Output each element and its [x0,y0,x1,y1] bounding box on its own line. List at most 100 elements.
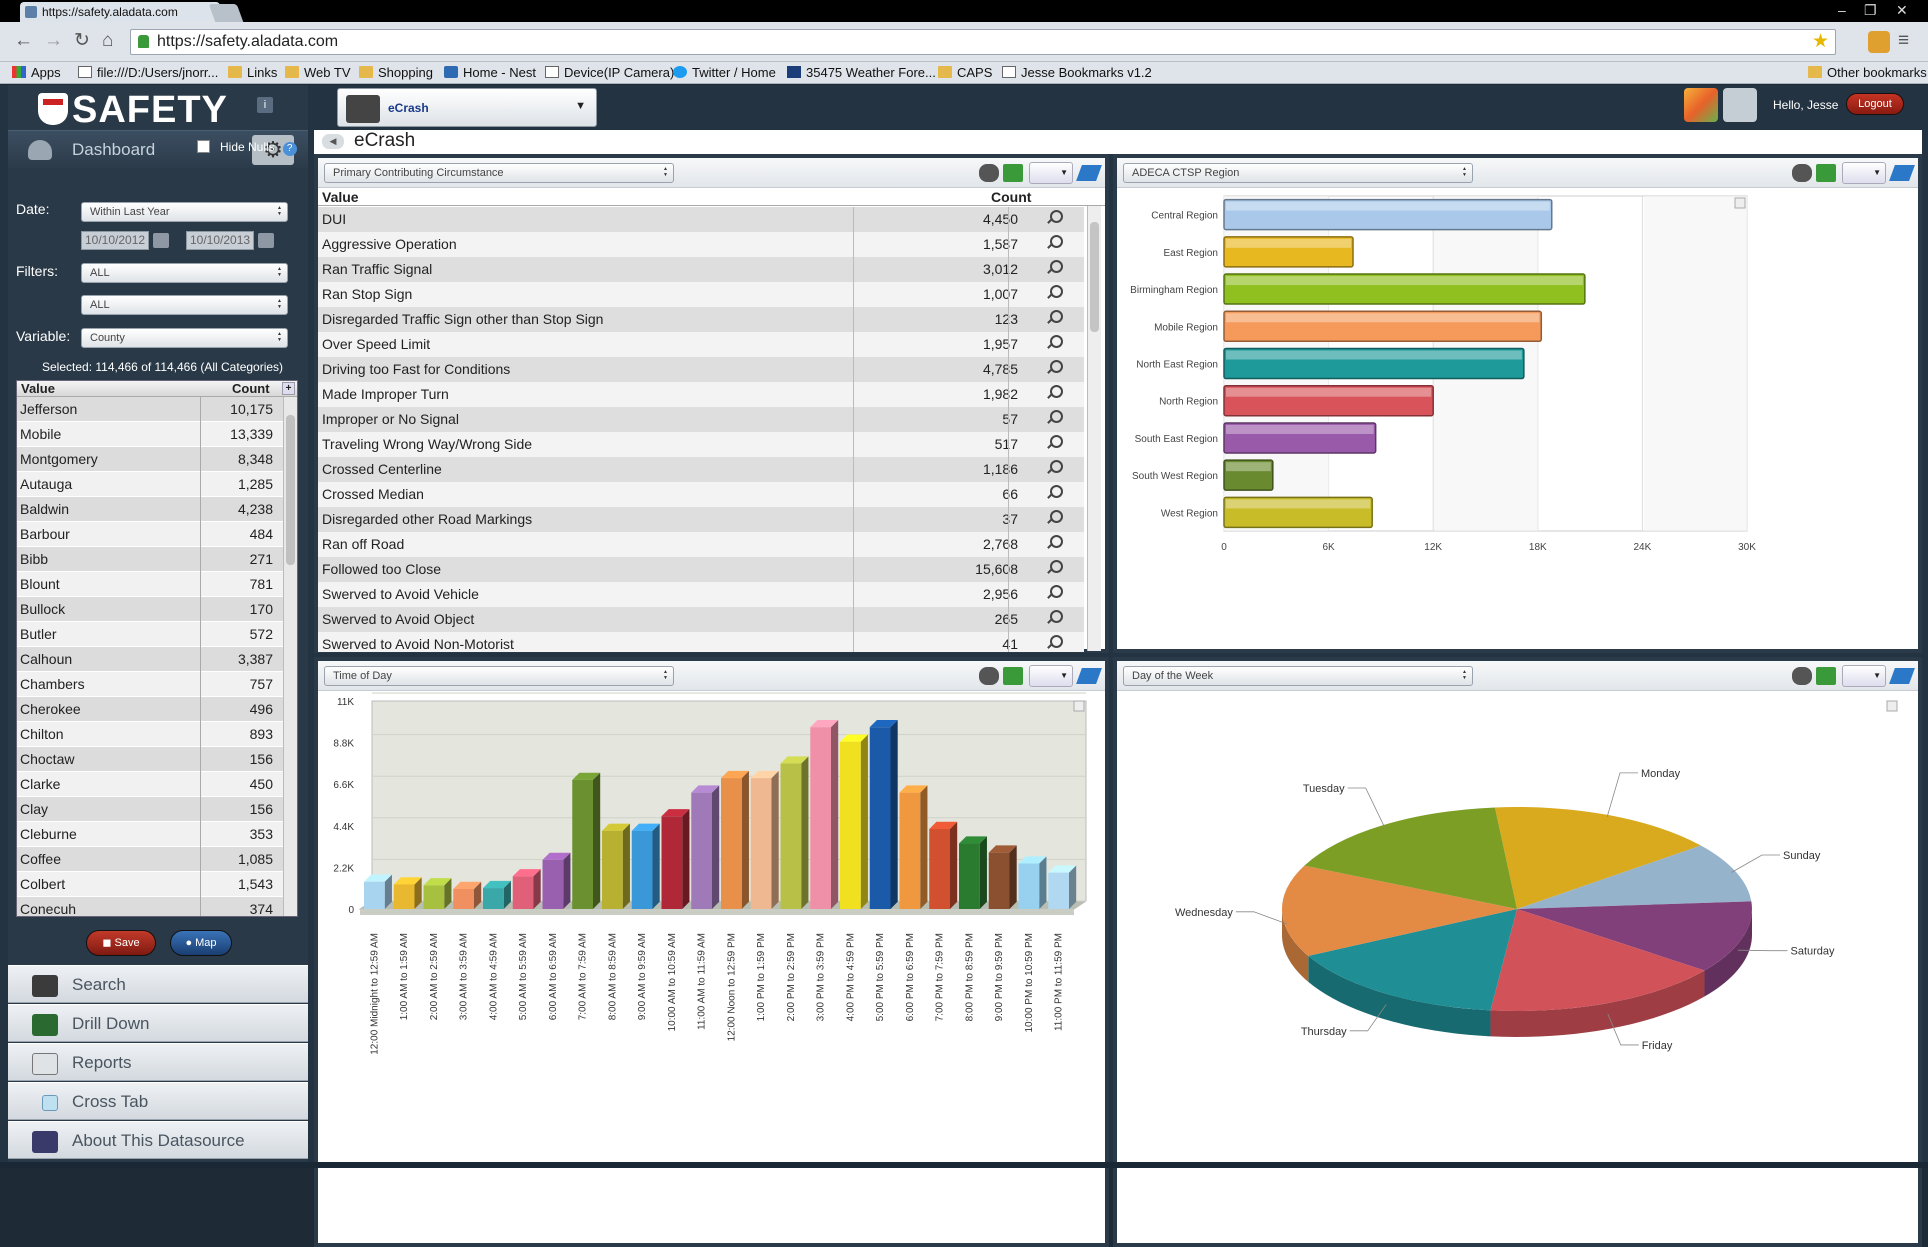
magnifier-icon[interactable] [1046,610,1063,626]
table-row[interactable]: Barbour 484 [17,522,297,547]
nav-reports[interactable]: Reports [8,1043,308,1081]
nav-search[interactable]: Search [8,965,308,1003]
table-row[interactable]: Bibb 271 [17,547,297,572]
chart-type-select[interactable] [1842,665,1886,687]
bookmark-shopping[interactable]: Shopping [359,65,433,80]
save-button[interactable]: ◼ Save [86,930,156,956]
table-row[interactable]: Followed too Close 15,608 [318,557,1084,582]
back-icon[interactable]: ← [14,30,33,51]
bookmark-webtv[interactable]: Web TV [285,65,350,80]
gear-icon[interactable]: ⚙ [252,135,294,165]
table-row[interactable]: Conecuh 374 [17,897,297,916]
table-row[interactable]: Chambers 757 [17,672,297,697]
table-row[interactable]: Crossed Median 66 [318,482,1084,507]
bookmark-camera[interactable]: Device(IP Camera) [545,65,674,80]
table-row[interactable]: Choctaw 156 [17,747,297,772]
table-row[interactable]: Cherokee 496 [17,697,297,722]
info-icon[interactable]: i [257,97,273,113]
pin-icon[interactable] [1889,668,1915,684]
filter-select-2[interactable]: ALL [81,295,288,315]
table-row[interactable]: Swerved to Avoid Vehicle 2,956 [318,582,1084,607]
table-row[interactable]: Made Improper Turn 1,982 [318,382,1084,407]
table-row[interactable]: Over Speed Limit 1,957 [318,332,1084,357]
magnifier-icon[interactable] [1046,585,1063,601]
chart-type-select[interactable] [1029,665,1073,687]
table-row[interactable]: Colbert 1,543 [17,872,297,897]
table-row[interactable]: Crossed Centerline 1,186 [318,457,1084,482]
pin-icon[interactable] [1076,668,1102,684]
variable-select[interactable]: County [81,328,288,348]
map-button[interactable]: ● Map [170,930,232,956]
nav-drill-down[interactable]: Drill Down [8,1004,308,1042]
binoculars-icon[interactable] [1792,667,1812,685]
binoculars-icon[interactable] [1792,164,1812,182]
table-row[interactable]: Ran off Road 2,768 [318,532,1084,557]
magnifier-icon[interactable] [1046,260,1063,276]
restore-icon[interactable]: ❐ [1864,2,1877,18]
minimize-icon[interactable]: – [1838,2,1846,18]
county-table-scrollbar[interactable] [283,397,297,916]
pin-icon[interactable] [1889,165,1915,181]
binoculars-icon[interactable] [979,164,999,182]
magnifier-icon[interactable] [1046,460,1063,476]
calendar-icon[interactable] [258,233,274,248]
date-to-input[interactable]: 10/10/2013 [186,231,254,250]
user-app-icon[interactable] [1684,88,1718,122]
bookmark-star-icon[interactable]: ★ [1811,31,1829,52]
circumstance-table-scrollbar[interactable] [1087,206,1101,651]
table-row[interactable]: Clay 156 [17,797,297,822]
excel-icon[interactable] [1816,667,1836,685]
region-select[interactable]: ADECA CTSP Region [1123,163,1473,183]
extension-icon[interactable] [1868,31,1890,53]
circumstance-select[interactable]: Primary Contributing Circumstance [324,163,674,183]
day-select[interactable]: Day of the Week [1123,666,1473,686]
excel-icon[interactable] [1816,164,1836,182]
nav-cross-tab[interactable]: Cross Tab [8,1082,308,1120]
magnifier-icon[interactable] [1046,385,1063,401]
table-row[interactable]: Disregarded Traffic Sign other than Stop… [318,307,1084,332]
magnifier-icon[interactable] [1046,210,1063,226]
reload-icon[interactable]: ↻ [74,30,90,51]
bookmark-apps[interactable]: Apps [12,65,61,80]
calendar-icon[interactable] [153,233,169,248]
table-row[interactable]: Calhoun 3,387 [17,647,297,672]
bookmark-jesse[interactable]: Jesse Bookmarks v1.2 [1002,65,1152,80]
magnifier-icon[interactable] [1046,435,1063,451]
bookmark-links[interactable]: Links [228,65,277,80]
close-icon[interactable]: ✕ [1896,2,1908,18]
magnifier-icon[interactable] [1046,235,1063,251]
table-row[interactable]: Clarke 450 [17,772,297,797]
magnifier-icon[interactable] [1046,510,1063,526]
excel-icon[interactable] [1003,667,1023,685]
table-row[interactable]: Ran Stop Sign 1,007 [318,282,1084,307]
bar-chart-icon[interactable] [1723,88,1757,122]
table-row[interactable]: Ran Traffic Signal 3,012 [318,257,1084,282]
table-row[interactable]: Traveling Wrong Way/Wrong Side 517 [318,432,1084,457]
expand-icon[interactable]: + [282,382,295,395]
table-row[interactable]: Swerved to Avoid Object 265 [318,607,1084,632]
magnifier-icon[interactable] [1046,410,1063,426]
table-row[interactable]: Disregarded other Road Markings 37 [318,507,1084,532]
bookmark-twitter[interactable]: Twitter / Home [673,65,776,80]
table-row[interactable]: Aggressive Operation 1,587 [318,232,1084,257]
hide-nulls-toggle[interactable]: Hide Nulls? [197,140,297,156]
nav-about[interactable]: About This Datasource [8,1121,308,1159]
table-row[interactable]: Swerved to Avoid Non-Motorist 41 [318,632,1084,652]
table-row[interactable]: Montgomery 8,348 [17,447,297,472]
browser-tab[interactable]: https://safety.aladata.com [20,2,220,22]
checkbox[interactable] [197,140,210,153]
view-type-select[interactable] [1029,162,1073,184]
magnifier-icon[interactable] [1046,560,1063,576]
table-row[interactable]: Jefferson 10,175 [17,397,297,422]
bookmark-other[interactable]: Other bookmarks [1808,65,1927,80]
forward-icon[interactable]: → [44,30,63,51]
table-row[interactable]: Blount 781 [17,572,297,597]
table-row[interactable]: Autauga 1,285 [17,472,297,497]
url-field[interactable]: https://safety.aladata.com ★ [130,29,1836,55]
table-row[interactable]: Driving too Fast for Conditions 4,785 [318,357,1084,382]
magnifier-icon[interactable] [1046,635,1063,651]
excel-icon[interactable] [1003,164,1023,182]
table-row[interactable]: DUI 4,450 [318,207,1084,232]
date-range-select[interactable]: Within Last Year [81,202,288,222]
logout-button[interactable]: Logout [1846,93,1904,115]
